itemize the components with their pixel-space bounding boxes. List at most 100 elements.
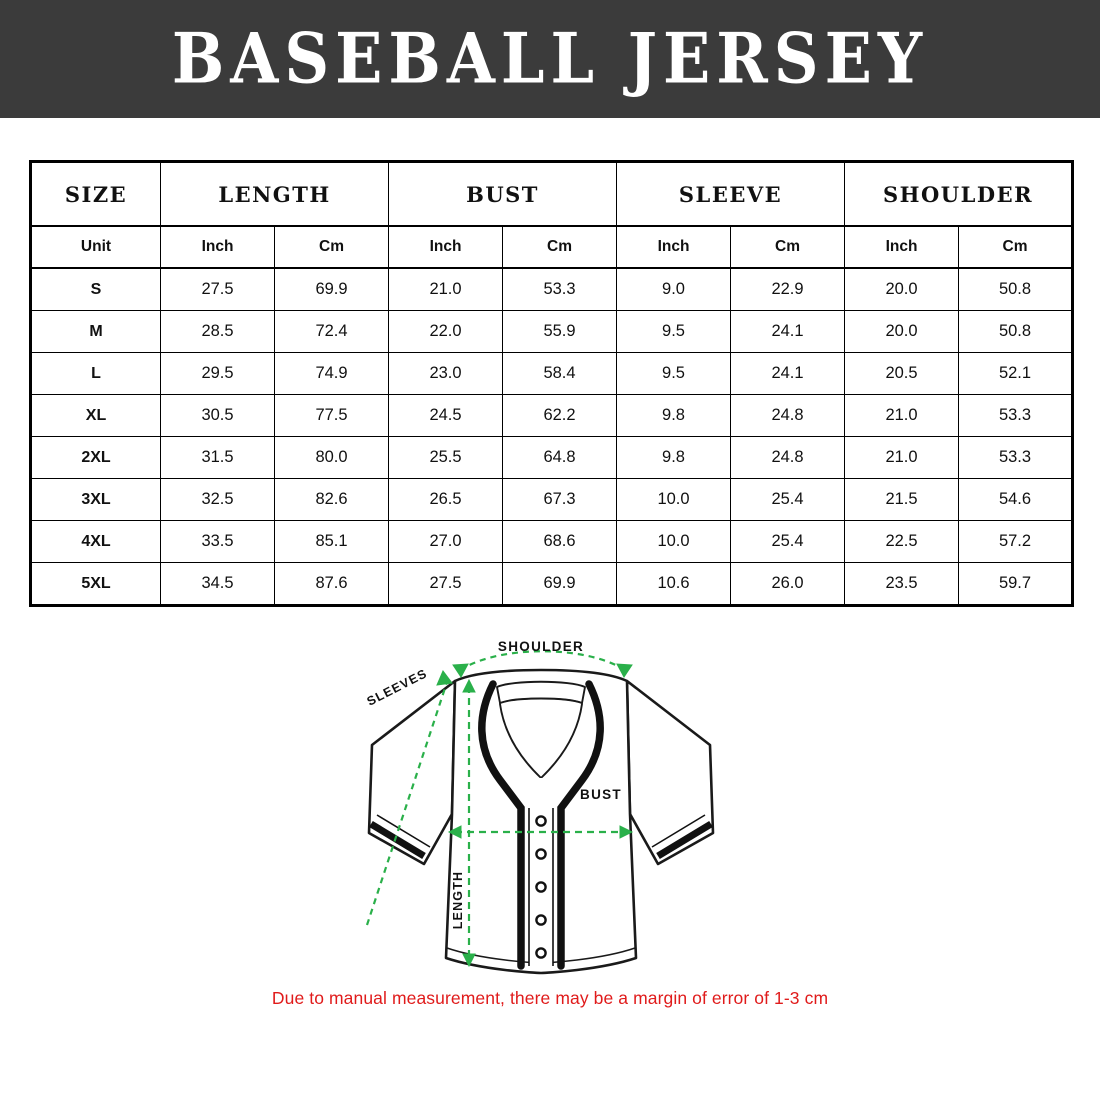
unit-length-cm: Cm [274,225,389,269]
cell-size: 4XL [30,520,161,563]
measurement-disclaimer: Due to manual measurement, there may be … [271,988,829,1008]
cell-bust-inch: 27.5 [388,562,503,606]
table-row: M 28.5 72.4 22.0 55.9 9.5 24.1 20.0 50.8 [30,310,1074,353]
cell-size: 5XL [30,562,161,606]
unit-sleeve-inch: Inch [616,225,732,269]
cell-length-inch: 30.5 [160,394,275,437]
cell-bust-cm: 67.3 [501,478,618,521]
cell-length-cm: 87.6 [274,562,389,606]
column-group-size: SIZE [30,161,161,227]
cell-bust-inch: 24.5 [388,394,503,437]
cell-size: 2XL [30,436,161,479]
cell-length-cm: 69.9 [274,267,389,311]
size-chart-table-wrapper: SIZE LENGTH BUST SLEEVE SHOULDER Unit In… [29,160,1075,607]
cell-shoulder-cm: 53.3 [958,436,1074,479]
cell-bust-inch: 21.0 [388,267,503,311]
column-group-length: LENGTH [160,161,389,227]
shoulder-label: SHOULDER [498,639,584,654]
bust-arrow-left [447,825,462,839]
cell-length-inch: 29.5 [160,352,275,395]
shoulder-measure-line [459,650,626,671]
table-row: 2XL 31.5 80.0 25.5 64.8 9.8 24.8 21.0 53… [30,436,1074,479]
unit-bust-inch: Inch [388,225,503,269]
unit-length-inch: Inch [160,225,275,269]
cell-length-inch: 31.5 [160,436,275,479]
cell-sleeve-cm: 25.4 [730,520,846,563]
shoulder-arrow-left [452,663,469,678]
cell-length-cm: 74.9 [274,352,389,395]
bust-label: BUST [580,787,622,802]
cell-length-cm: 80.0 [274,436,389,479]
cell-shoulder-cm: 50.8 [958,310,1074,353]
cell-sleeve-inch: 9.5 [616,352,732,395]
size-chart-table: SIZE LENGTH BUST SLEEVE SHOULDER Unit In… [29,160,1075,607]
sleeves-label: SLEEVES [365,666,430,708]
sleeves-arrow [436,670,453,686]
unit-label: Unit [30,225,161,269]
cell-sleeve-inch: 10.0 [616,478,732,521]
cell-bust-inch: 23.0 [388,352,503,395]
cell-shoulder-inch: 22.5 [844,520,960,563]
cell-shoulder-inch: 20.0 [844,267,960,311]
unit-shoulder-cm: Cm [958,225,1074,269]
cell-shoulder-cm: 59.7 [958,562,1074,606]
cell-sleeve-inch: 9.5 [616,310,732,353]
cell-shoulder-inch: 21.0 [844,394,960,437]
cell-bust-cm: 55.9 [501,310,618,353]
column-group-bust: BUST [387,161,618,227]
measurement-diagram: SHOULDER SLEEVES BUST LENGTH [0,628,1100,1028]
cell-bust-cm: 58.4 [501,352,618,395]
cell-shoulder-cm: 53.3 [958,394,1074,437]
jersey-sleeve-cuffs [369,821,713,859]
cell-size: L [30,352,161,395]
cell-sleeve-inch: 9.0 [616,267,732,311]
cell-sleeve-inch: 9.8 [616,394,732,437]
cell-length-cm: 82.6 [274,478,389,521]
page-title: BASEBALL JERSEY [171,17,929,100]
cell-bust-cm: 53.3 [501,267,618,311]
table-row: 5XL 34.5 87.6 27.5 69.9 10.6 26.0 23.5 5… [30,562,1074,606]
cell-sleeve-cm: 24.1 [730,310,846,353]
cell-bust-inch: 26.5 [388,478,503,521]
cell-bust-cm: 62.2 [501,394,618,437]
jersey-buttons-icon [535,815,547,959]
cell-shoulder-inch: 21.0 [844,436,960,479]
column-group-shoulder: SHOULDER [844,161,1074,227]
cell-length-cm: 72.4 [274,310,389,353]
unit-sleeve-cm: Cm [730,225,846,269]
cell-shoulder-inch: 20.5 [844,352,960,395]
bust-arrow-right [619,825,634,839]
cell-bust-cm: 69.9 [501,562,618,606]
cell-sleeve-cm: 26.0 [730,562,846,606]
cell-sleeve-cm: 24.1 [730,352,846,395]
cell-sleeve-cm: 24.8 [730,394,846,437]
cell-shoulder-cm: 50.8 [958,267,1074,311]
table-row: S 27.5 69.9 21.0 53.3 9.0 22.9 20.0 50.8 [30,267,1074,311]
cell-shoulder-inch: 23.5 [844,562,960,606]
cell-sleeve-inch: 10.6 [616,562,732,606]
cell-size: M [30,310,161,353]
cell-bust-cm: 64.8 [501,436,618,479]
cell-size: XL [30,394,161,437]
cell-sleeve-inch: 9.8 [616,436,732,479]
cell-length-inch: 27.5 [160,267,275,311]
cell-length-inch: 32.5 [160,478,275,521]
cell-sleeve-cm: 24.8 [730,436,846,479]
table-row: L 29.5 74.9 23.0 58.4 9.5 24.1 20.5 52.1 [30,352,1074,395]
cell-shoulder-inch: 21.5 [844,478,960,521]
cell-bust-cm: 68.6 [501,520,618,563]
unit-shoulder-inch: Inch [844,225,960,269]
table-row: 3XL 32.5 82.6 26.5 67.3 10.0 25.4 21.5 5… [30,478,1074,521]
cell-shoulder-inch: 20.0 [844,310,960,353]
length-arrow-top [462,678,476,693]
measurement-guides [365,650,634,968]
cell-length-inch: 28.5 [160,310,275,353]
cell-sleeve-cm: 25.4 [730,478,846,521]
cell-length-cm: 77.5 [274,394,389,437]
cell-shoulder-cm: 57.2 [958,520,1074,563]
cell-size: 3XL [30,478,161,521]
table-row: XL 30.5 77.5 24.5 62.2 9.8 24.8 21.0 53.… [30,394,1074,437]
table-body: S 27.5 69.9 21.0 53.3 9.0 22.9 20.0 50.8… [30,267,1074,606]
table-row: 4XL 33.5 85.1 27.0 68.6 10.0 25.4 22.5 5… [30,520,1074,563]
unit-bust-cm: Cm [501,225,618,269]
